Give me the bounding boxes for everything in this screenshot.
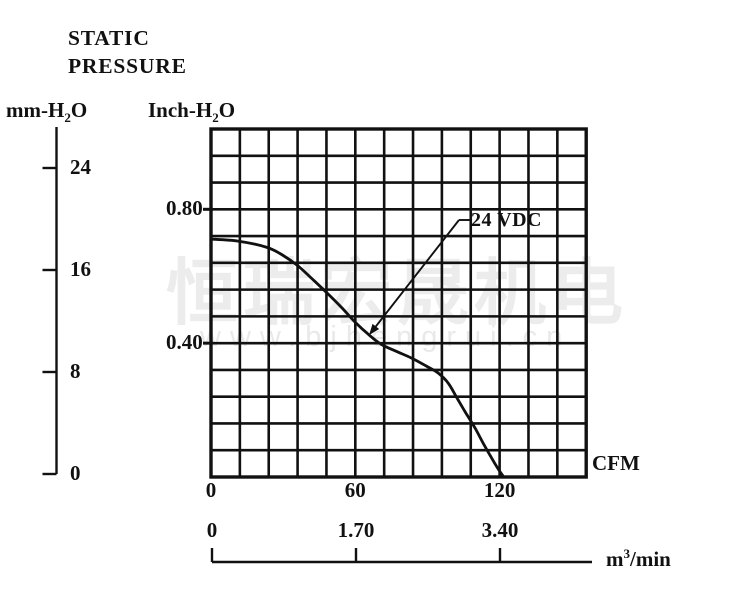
watermark-url-text: www.bjhengrui.cn [200, 321, 572, 353]
inch-h2o-axis-label: Inch-H2O [148, 98, 236, 126]
inch-tick-label: 0.40 [166, 330, 203, 355]
chart-title: STATIC PRESSURE [68, 24, 187, 80]
cfm-tick-label: 0 [205, 478, 217, 502]
mm-tick-label: 16 [70, 257, 91, 281]
m3min-tick-label: 0 [206, 518, 218, 542]
m3min-axis-label: m3/min [606, 546, 671, 571]
cfm-axis-label: CFM [592, 451, 640, 475]
chart-title-line2: PRESSURE [68, 54, 187, 78]
annotation-leader [373, 219, 460, 330]
chart-title-line1: STATIC [68, 26, 150, 50]
pressure-curve [209, 237, 505, 478]
mm-tick-label: 24 [70, 155, 91, 179]
plot-border [209, 127, 588, 479]
inch-tick-label: 0.80 [166, 196, 203, 221]
mm-tick-label: 0 [70, 461, 81, 485]
cfm-tick-label: 120 [483, 478, 516, 502]
m3min-tick-label: 3.40 [481, 518, 519, 542]
mm-h2o-axis-label: mm-H2O [6, 98, 88, 126]
mm-tick-label: 8 [70, 359, 81, 383]
series-annotation-label: 24 VDC [471, 209, 542, 231]
m3min-tick-label: 1.70 [337, 518, 375, 542]
annotation-arrowhead [369, 323, 380, 336]
cfm-tick-label: 60 [344, 478, 366, 502]
watermark-company-text: 恒瑞宏晟机电 [166, 251, 629, 335]
